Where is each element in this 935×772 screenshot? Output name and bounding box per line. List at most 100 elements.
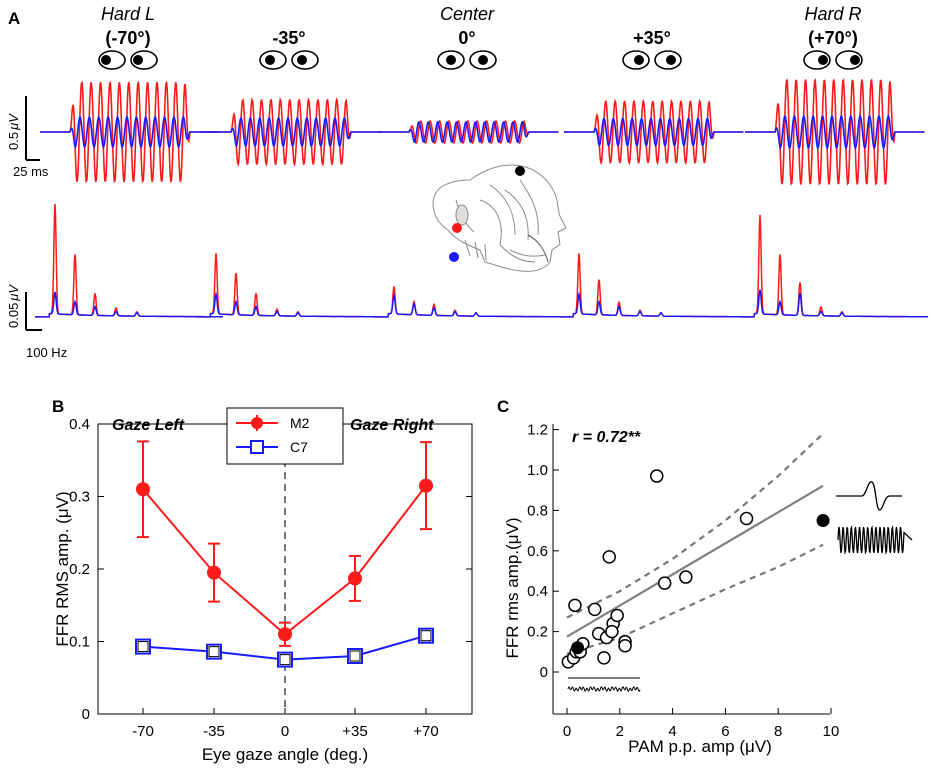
c-xtick-label: 10 <box>823 723 840 740</box>
c7-waveform-4 <box>745 114 925 150</box>
b-point-c7-inner <box>137 641 149 653</box>
pupil-icon <box>666 55 676 65</box>
panel-c-xlabel: PAM p.p. amp (μV) <box>628 737 772 756</box>
c-point <box>657 576 672 590</box>
c-point <box>650 469 664 483</box>
c-ytick-label: 1.2 <box>527 422 548 439</box>
c-ytick-label: 0.8 <box>527 502 548 519</box>
c7-spectrum-3 <box>559 291 747 318</box>
panel-b-series <box>135 440 434 668</box>
legend-m2-marker <box>251 417 263 429</box>
c-point-highlighted <box>816 514 830 527</box>
c7-waveform-3 <box>564 116 744 148</box>
c-point <box>610 608 624 623</box>
b-ytick-label: 0 <box>82 706 90 723</box>
b-ytick-label: 0.3 <box>69 489 90 506</box>
pupil-icon <box>297 55 307 65</box>
c-point <box>618 638 632 653</box>
pupil-icon <box>818 55 828 65</box>
condition-title-2: Center <box>440 4 495 24</box>
panel-b-ylabel: FFR RMS amp. (μV) <box>53 491 72 646</box>
c-xtick-label: 2 <box>616 723 624 740</box>
correlation-value: = 0.72** <box>578 429 641 446</box>
c-fit-line <box>566 484 824 638</box>
c7-electrode-dot <box>449 252 459 262</box>
m2-electrode-dot <box>452 223 462 233</box>
spectrum-scale-bar: 0.05μV 100 Hz <box>6 284 67 360</box>
c-point <box>568 598 582 613</box>
b-point-c7 <box>135 638 151 655</box>
scale-amp-ffr: 0.5 <box>6 132 21 150</box>
b-ytick-label: 0.1 <box>69 634 90 651</box>
panel-c-label: C <box>497 397 509 416</box>
pupil-icon <box>446 55 456 65</box>
b-point-c7-inner <box>420 630 432 642</box>
panel-c-ylabel: FFR rms amp.(μV) <box>503 517 522 658</box>
condition-angle-0: (-70°) <box>105 28 150 48</box>
c-point <box>605 624 619 639</box>
inset-trace-high <box>836 481 913 556</box>
c-point-highlighted <box>571 641 585 655</box>
scale-amp-spec: 0.05 <box>6 303 21 328</box>
pupil-icon <box>478 55 488 65</box>
pupil-icon <box>133 55 143 65</box>
m2-spectrum-3 <box>559 253 747 318</box>
b-point-m2 <box>136 482 150 497</box>
m2-spectrum-0 <box>35 203 223 318</box>
pupil-icon <box>850 55 860 65</box>
condition-angle-3: +35° <box>633 28 671 48</box>
b-xtick-label: 0 <box>281 723 289 740</box>
b-point-m2 <box>419 478 433 493</box>
c-ci-upper <box>566 432 824 619</box>
c-xtick-label: 4 <box>668 723 676 740</box>
c-point <box>602 550 616 564</box>
c-ytick-label: 0.2 <box>527 624 548 641</box>
amplitude-scale-bar: 0.5μV 25 ms <box>6 96 49 179</box>
inset-trace-low <box>567 677 641 692</box>
reference-electrode-dot <box>515 166 525 176</box>
c7-spectrum-4 <box>740 289 928 318</box>
scale-time: 25 ms <box>13 164 49 179</box>
panel-c-ticks: 0 0.2 0.4 0.6 0.8 1.0 1.2 0 2 4 6 8 10 <box>527 422 839 740</box>
c-point <box>587 602 602 617</box>
correlation-r: r <box>572 429 579 446</box>
b-point-m2 <box>207 565 221 580</box>
eye-icons <box>98 50 863 70</box>
pupil-icon <box>101 55 111 65</box>
b-point-c7-inner <box>208 646 220 658</box>
svg-text:0.5μV: 0.5μV <box>6 113 21 150</box>
c7-spectrum-1 <box>196 291 384 318</box>
condition-headers: Hard L (-70°) -35° Center 0° +35° Hard R (+70°) <box>101 4 862 48</box>
pupil-icon <box>634 55 644 65</box>
c-point <box>679 570 693 584</box>
b-point-c7 <box>277 651 293 668</box>
b-xtick-label: -35 <box>203 723 225 740</box>
ffr-spectra <box>35 203 928 318</box>
condition-angle-1: -35° <box>272 28 305 48</box>
c-point <box>597 651 611 665</box>
c7-waveform-0 <box>40 115 220 149</box>
c7-waveform-2 <box>379 120 559 144</box>
c-ytick-label: 0.6 <box>527 543 548 560</box>
c7-waveform-1 <box>201 116 381 148</box>
b-point-m2 <box>348 571 362 586</box>
panel-c-fit <box>566 432 824 655</box>
panel-a: A Hard L (-70°) -35° Center 0° +35° Hard R (+70… <box>6 4 928 360</box>
b-xtick-label: +70 <box>413 723 438 740</box>
panel-c-points <box>561 469 830 669</box>
panel-b-ticks: 0 0.1 0.2 0.3 0.4 -70 -35 0 +35 +70 <box>69 416 472 740</box>
pupil-icon <box>265 55 275 65</box>
svg-text:0.05μV: 0.05μV <box>6 284 21 328</box>
b-point-c7 <box>206 643 222 660</box>
b-ytick-label: 0.2 <box>69 561 90 578</box>
panel-b-legend: M2 C7 <box>226 407 344 465</box>
c-xtick-label: 8 <box>774 723 782 740</box>
c-point <box>739 511 754 526</box>
panel-c: C 00.20.40.60.81.01.20 2 4 6 8 10 r = 0.72** … <box>497 397 913 756</box>
legend-c7-label: C7 <box>290 439 308 455</box>
b-xtick-label: -70 <box>132 723 154 740</box>
head-illustration <box>432 164 567 272</box>
panel-b: B 0 0.1 0.2 0.3 0.4 -70 -35 0 +35 +70 Gaze Left G… <box>52 397 473 764</box>
c7-spectrum-2 <box>374 292 562 318</box>
